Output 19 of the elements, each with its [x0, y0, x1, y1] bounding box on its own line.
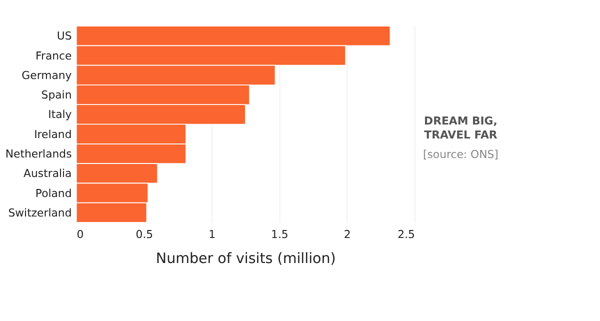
y-tick-label: France [36, 49, 72, 62]
y-tick-label: Germany [22, 68, 72, 82]
y-tick-label: Ireland [34, 128, 72, 141]
x-tick-label: 0.5 [136, 228, 154, 241]
y-tick-label: Italy [48, 108, 72, 122]
x-tick-label: 1 [208, 228, 216, 241]
x-axis-title: Number of visits (million) [156, 251, 336, 268]
y-tick-label: US [56, 30, 72, 43]
y-tick-label: Australia [24, 167, 72, 180]
y-tick-label: Switzerland [8, 206, 72, 220]
x-tick-label: 2 [344, 228, 351, 241]
y-tick-label: Netherlands [5, 147, 72, 160]
y-tick-label: Poland [35, 186, 72, 200]
text: DREAM BIG, TRAVEL FAR [424, 114, 498, 142]
text: [source: ONS] [422, 148, 498, 161]
y-tick-label: Spain [41, 88, 72, 102]
x-tick-label: 1.5 [271, 228, 288, 241]
x-tick-label: 0 [76, 228, 84, 241]
x-tick-label: 2.5 [398, 228, 415, 241]
